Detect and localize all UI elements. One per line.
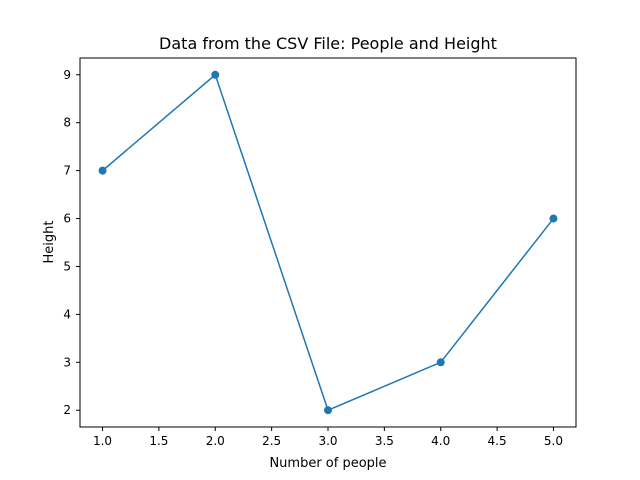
x-tick-label: 5.0 xyxy=(544,434,563,448)
x-axis-ticks: 1.0 1.5 2.0 2.5 3.0 3.5 4.0 4.5 5.0 xyxy=(93,427,563,448)
y-tick-label: 4 xyxy=(63,307,71,321)
y-tick-label: 7 xyxy=(63,164,71,178)
x-tick-label: 4.5 xyxy=(488,434,507,448)
y-tick-label: 3 xyxy=(63,355,71,369)
data-point xyxy=(98,166,107,175)
plot-frame xyxy=(79,57,577,428)
x-tick-label: 3.0 xyxy=(318,434,337,448)
x-axis-label: Number of people xyxy=(269,456,386,471)
data-point xyxy=(324,406,332,415)
y-tick-label: 6 xyxy=(63,212,71,226)
x-tick-label: 3.5 xyxy=(375,434,394,448)
y-tick-label: 8 xyxy=(63,116,71,130)
chart-title: Data from the CSV File: People and Heigh… xyxy=(159,34,497,53)
x-tick-label: 1.0 xyxy=(93,434,112,448)
x-tick-label: 2.0 xyxy=(206,434,225,448)
data-point xyxy=(549,214,558,223)
y-axis-ticks: 2 3 4 5 6 7 8 9 xyxy=(63,68,80,417)
x-tick-label: 2.5 xyxy=(262,434,281,448)
x-tick-label: 4.0 xyxy=(431,434,450,448)
series-points xyxy=(98,70,558,415)
y-tick-label: 2 xyxy=(63,403,71,417)
y-tick-label: 9 xyxy=(63,68,71,82)
x-tick-label: 1.5 xyxy=(149,434,168,448)
y-axis-label: Height xyxy=(42,221,57,264)
y-tick-label: 5 xyxy=(63,259,71,273)
data-point xyxy=(436,358,445,367)
data-point xyxy=(211,70,220,79)
